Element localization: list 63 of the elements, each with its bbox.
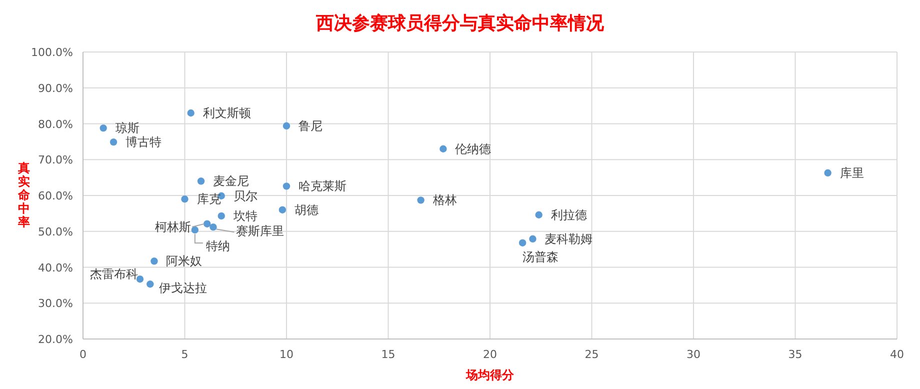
point: [197, 178, 205, 185]
point: [417, 196, 424, 204]
y-tick-label: 70.0%: [38, 154, 73, 167]
x-tick-label: 30: [686, 348, 700, 361]
annotation: 柯林斯: [155, 220, 192, 234]
point: [146, 280, 154, 288]
x-tick-label: 20: [483, 348, 497, 361]
annotation: 哈克莱斯: [298, 179, 346, 194]
x-tick-label: 0: [80, 348, 86, 361]
y-tick-label: 100.0%: [31, 46, 73, 59]
point: [181, 195, 188, 203]
y-tick-label: 60.0%: [38, 190, 73, 202]
point: [278, 206, 286, 214]
annotation: 汤普森: [522, 250, 559, 264]
point: [218, 212, 225, 220]
y-tick-label: 30.0%: [38, 297, 73, 310]
y-tick-label: 90.0%: [38, 82, 73, 95]
annotation: 胡德: [294, 202, 318, 217]
point: [210, 223, 217, 231]
annotation: 伦纳德: [455, 142, 492, 156]
annotation: 坎特: [232, 208, 258, 223]
point: [529, 235, 536, 243]
annotation: 杰雷布科: [90, 267, 138, 282]
x-tick-label: 5: [181, 348, 188, 361]
point: [518, 239, 526, 246]
point: [282, 122, 290, 130]
x-axis-title: 场均得分: [465, 368, 515, 382]
annotation: 麦金尼: [213, 174, 250, 188]
point: [110, 138, 118, 146]
annotation: 利文斯顿: [202, 106, 251, 120]
point: [191, 226, 199, 234]
x-tick-label: 35: [788, 348, 802, 361]
annotation: 贝尔: [233, 188, 258, 203]
annotation: 库里: [840, 166, 864, 180]
y-tick-label: 20.0%: [38, 333, 73, 346]
point: [824, 169, 832, 176]
point: [100, 124, 107, 132]
x-tick-label: 10: [280, 348, 294, 361]
annotation: 麦科勒姆: [544, 232, 593, 246]
annotation: 阿米奴: [166, 254, 202, 268]
annotation: 博古特: [126, 135, 162, 150]
annotation: 利拉德: [550, 208, 587, 222]
annotation: 伊戈达拉: [159, 281, 208, 296]
y-tick-label: 50.0%: [38, 225, 73, 238]
x-tick-label: 40: [890, 348, 904, 361]
chart-title: 西决参赛球员得分与真实命中率情况: [315, 13, 605, 34]
annotation: 琼斯: [115, 121, 140, 136]
annotation: 格林: [432, 193, 457, 208]
annotation: 鲁尼: [298, 118, 322, 133]
point: [440, 145, 447, 152]
point: [535, 211, 542, 218]
annotation: 赛斯库里: [236, 224, 284, 238]
point: [187, 109, 194, 117]
x-tick-label: 15: [381, 348, 396, 361]
annotation: 特纳: [206, 238, 230, 253]
annotation: 库克: [196, 192, 221, 206]
point: [282, 182, 290, 190]
y-tick-label: 80.0%: [38, 118, 73, 131]
y-axis-title: 真实命中率: [17, 161, 31, 229]
point: [204, 220, 211, 228]
x-tick-label: 25: [584, 348, 599, 361]
point: [150, 258, 158, 265]
y-tick-label: 40.0%: [38, 261, 73, 274]
